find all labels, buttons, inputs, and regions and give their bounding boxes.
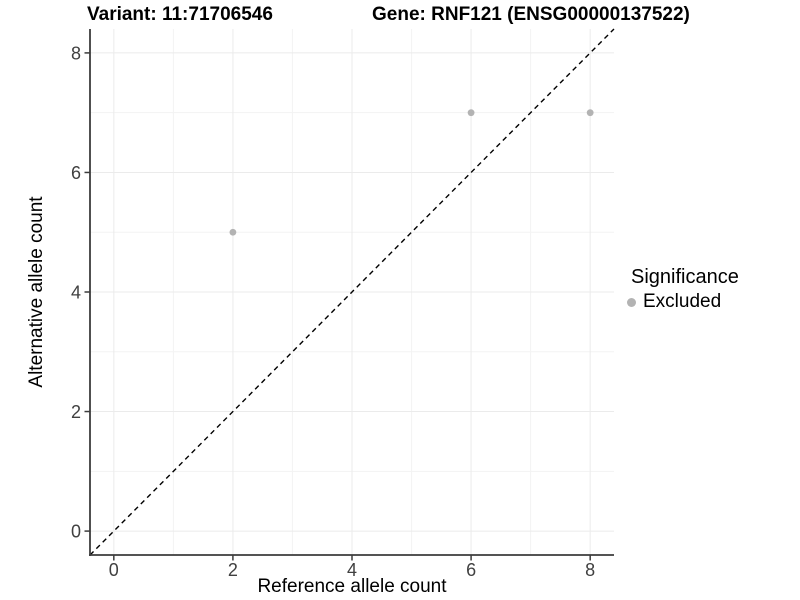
legend-item-excluded: Excluded: [627, 291, 739, 313]
y-axis-label: Alternative allele count: [26, 196, 47, 388]
legend-point-icon: [627, 297, 636, 307]
data-point: [586, 109, 594, 117]
y-tick-label: 0: [71, 522, 81, 542]
identity-reference-line: [89, 28, 615, 556]
x-tick-label: 6: [466, 560, 476, 580]
data-point: [467, 109, 475, 117]
data-point: [229, 228, 237, 236]
plot-title-variant: Variant: 11:71706546: [87, 4, 273, 25]
plot-title-gene: Gene: RNF121 (ENSG00000137522): [372, 4, 690, 25]
x-tick-label: 0: [109, 560, 119, 580]
x-tick-label: 8: [585, 560, 595, 580]
y-tick-label: 8: [71, 43, 81, 63]
legend: Significance Excluded: [627, 265, 739, 313]
legend-item-label: Excluded: [643, 291, 722, 312]
x-tick-label: 4: [347, 560, 357, 580]
x-tick-label: 2: [228, 560, 238, 580]
y-tick-label: 2: [71, 402, 81, 422]
x-axis-label: Reference allele count: [257, 576, 447, 597]
legend-title: Significance: [631, 266, 739, 288]
y-tick-label: 4: [71, 283, 81, 303]
y-tick-label: 6: [71, 163, 81, 183]
